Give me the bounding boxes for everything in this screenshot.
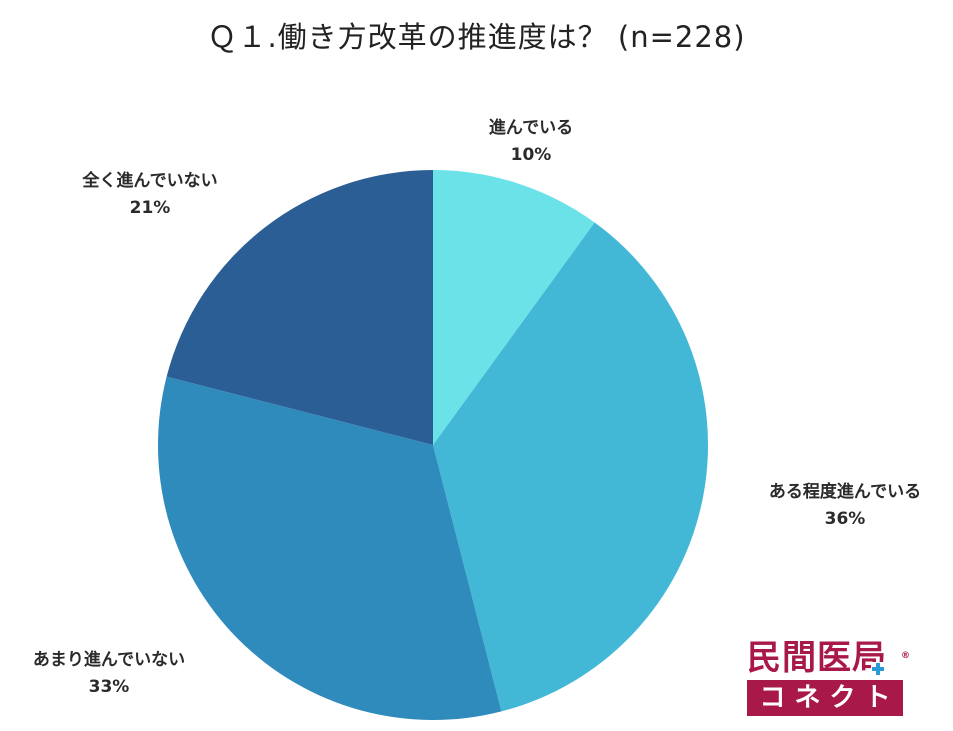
slice-percent: 21% xyxy=(129,198,171,218)
slice-percent: 36% xyxy=(824,509,866,529)
logo-top-text: 民間医局 ® xyxy=(747,636,910,680)
slice-name: 進んでいる xyxy=(488,118,574,138)
slice-label-amari: あまり進んでいない 33% xyxy=(2,647,216,701)
pie-slice-1 xyxy=(433,222,709,712)
logo-bottom-text: コネクト xyxy=(747,680,903,716)
slice-percent: 10% xyxy=(510,145,552,165)
brand-logo: 民間医局 ® コネクト xyxy=(747,636,910,716)
pie-slice-2 xyxy=(157,376,502,720)
pie-slice-3 xyxy=(166,170,433,445)
slice-label-mattaku: 全く進んでいない 21% xyxy=(50,168,250,222)
registered-mark: ® xyxy=(901,651,911,661)
slice-label-aru-teido: ある程度進んでいる 36% xyxy=(730,479,953,533)
chart-title: Ｑ１.働き方改革の推進度は？ (n=228) xyxy=(207,20,746,54)
medical-cross-icon xyxy=(871,662,885,676)
slice-name: あまり進んでいない xyxy=(32,650,186,670)
slice-percent: 33% xyxy=(88,677,130,697)
slice-label-susundeiru: 進んでいる 10% xyxy=(451,115,611,169)
logo-name: 民間医局 xyxy=(747,638,887,678)
slice-name: 全く進んでいない xyxy=(82,171,218,191)
slice-name: ある程度進んでいる xyxy=(768,482,922,502)
pie-slice-0 xyxy=(433,170,595,445)
